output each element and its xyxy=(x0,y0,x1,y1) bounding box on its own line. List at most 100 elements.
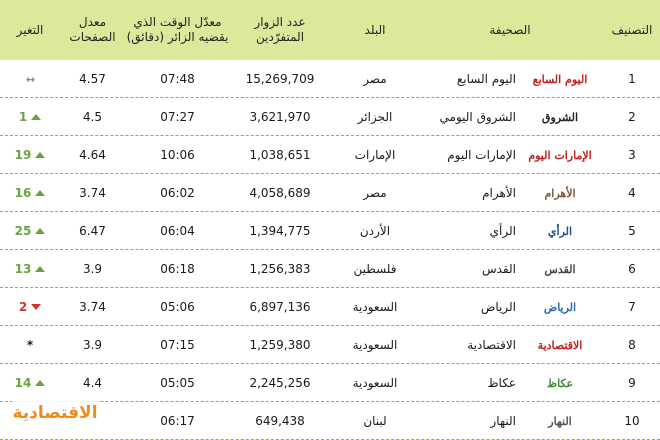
paper-name-cell: الاقتصادية xyxy=(467,338,516,352)
rank-cell: 4 xyxy=(628,186,636,200)
paper-name-cell: اليوم السابع xyxy=(456,72,516,86)
time-cell: 07:15 xyxy=(160,338,195,352)
change-indicator: 2 xyxy=(18,300,42,314)
country-cell: السعودية xyxy=(352,300,398,314)
change-cell: 1 xyxy=(0,98,60,136)
paper-name-cell: الأهرام xyxy=(482,186,516,200)
rank-cell: 3 xyxy=(628,148,636,162)
brand-logo: الاقتصادية xyxy=(12,396,98,430)
rank-cell: 2 xyxy=(628,110,636,124)
header-change: التغير xyxy=(16,22,44,37)
visitors-cell: 1,394,775 xyxy=(249,224,311,238)
arrow-up-icon xyxy=(35,228,46,234)
visitors-cell: 15,269,709 xyxy=(245,72,315,86)
change-cell: 25 xyxy=(0,212,60,250)
visitors-cell: 3,621,970 xyxy=(249,110,311,124)
change-indicator: 19 xyxy=(15,148,46,162)
newspaper-logo-text: عكاظ xyxy=(546,376,574,390)
country-cell: فلسطين xyxy=(353,262,397,276)
table-header: التصنيف الصحيفة البلد عدد الزوار المتفرّ… xyxy=(0,0,660,60)
visitors-cell: 1,038,651 xyxy=(249,148,311,162)
newspaper-logo: الاقتصادية xyxy=(520,326,600,364)
table-row: 5 الرأي الرأي الأردن 1,394,775 06:04 6.47 25 xyxy=(0,212,660,250)
paper-name-cell: القدس xyxy=(481,262,516,276)
time-cell: 06:18 xyxy=(160,262,195,276)
arrow-up-icon xyxy=(31,114,42,120)
header-rank: التصنيف xyxy=(611,22,653,37)
newspaper-logo: الرأي xyxy=(520,212,600,250)
header-visitors: عدد الزوار المتفرّدين xyxy=(254,15,306,44)
change-cell: 2 xyxy=(0,288,60,326)
paper-name-cell: النهار xyxy=(490,414,516,428)
pages-cell: 3.74 xyxy=(79,186,106,200)
arrow-up-icon xyxy=(35,152,46,158)
change-value: 13 xyxy=(14,262,32,276)
country-cell: السعودية xyxy=(352,376,398,390)
rank-cell: 9 xyxy=(628,376,636,390)
newspaper-logo: عكاظ xyxy=(520,364,600,402)
header-paper: الصحيفة xyxy=(489,22,531,37)
change-value: 2 xyxy=(18,300,28,314)
time-cell: 05:05 xyxy=(160,376,195,390)
visitors-cell: 1,256,383 xyxy=(249,262,311,276)
pages-cell: 4.64 xyxy=(79,148,106,162)
rank-cell: 5 xyxy=(628,224,636,238)
rank-cell: 8 xyxy=(628,338,636,352)
no-change-icon: ↔ xyxy=(25,72,35,86)
rank-cell: 7 xyxy=(628,300,636,314)
change-cell: 13 xyxy=(0,250,60,288)
table-row: 4 الأهرام الأهرام مصر 4,058,689 06:02 3.74 16 xyxy=(0,174,660,212)
newspaper-logo-text: الاقتصادية xyxy=(537,338,583,352)
newspaper-logo-text: القدس xyxy=(544,262,576,276)
change-cell: ↔ xyxy=(0,60,60,98)
visitors-cell: 1,259,380 xyxy=(249,338,311,352)
country-cell: الإمارات xyxy=(354,148,396,162)
rank-cell: 6 xyxy=(628,262,636,276)
table-row: 3 الإمارات اليوم الإمارات اليوم الإمارات 1,0… xyxy=(0,136,660,174)
newspaper-logo: الرياض xyxy=(520,288,600,326)
paper-name-cell: الإمارات اليوم xyxy=(447,148,516,162)
arrow-up-icon xyxy=(35,380,46,386)
visitors-cell: 4,058,689 xyxy=(249,186,311,200)
change-value: 14 xyxy=(14,376,32,390)
pages-cell: 3.74 xyxy=(79,300,106,314)
newspaper-logo: الشروق xyxy=(520,98,600,136)
change-indicator: 14 xyxy=(15,376,46,390)
country-cell: الأردن xyxy=(359,224,391,238)
table-row: 7 الرياض الرياض السعودية 6,897,136 05:06 3.74 2 xyxy=(0,288,660,326)
paper-name-cell: الرأي xyxy=(489,224,516,238)
header-country: البلد xyxy=(364,22,386,37)
newspaper-logo: اليوم السابع xyxy=(520,60,600,98)
newspaper-logo-text: الإمارات اليوم xyxy=(528,148,592,162)
change-value: 1 xyxy=(18,110,28,124)
time-cell: 10:06 xyxy=(160,148,195,162)
table-row: 10 النهار النهار لبنان 649,438 06:17 xyxy=(0,402,660,440)
pages-cell: 6.47 xyxy=(79,224,106,238)
rank-cell: 10 xyxy=(624,414,640,428)
arrow-up-icon xyxy=(35,190,46,196)
table-row: 1 اليوم السابع اليوم السابع مصر 15,269,709 07… xyxy=(0,60,660,98)
change-indicator: ↔ xyxy=(25,72,35,86)
change-indicator: 25 xyxy=(15,224,46,238)
country-cell: مصر xyxy=(363,186,387,200)
change-indicator: * xyxy=(27,338,33,352)
change-cell: 16 xyxy=(0,174,60,212)
change-cell: * xyxy=(0,326,60,364)
visitors-cell: 2,245,256 xyxy=(249,376,311,390)
time-cell: 07:48 xyxy=(160,72,195,86)
newspaper-logo-text: الرياض xyxy=(543,300,577,314)
pages-cell: 4.5 xyxy=(82,110,103,124)
newspaper-logo-text: اليوم السابع xyxy=(532,72,588,86)
newspaper-logo-text: الرأي xyxy=(547,224,573,238)
newspaper-logo: الإمارات اليوم xyxy=(520,136,600,174)
new-entry-icon: * xyxy=(26,338,34,352)
change-indicator: 1 xyxy=(18,110,42,124)
newspaper-logo: الأهرام xyxy=(520,174,600,212)
pages-cell: 4.57 xyxy=(79,72,106,86)
newspaper-logo: النهار xyxy=(520,402,600,440)
country-cell: مصر xyxy=(363,72,387,86)
newspaper-logo-text: الشروق xyxy=(541,110,579,124)
paper-name-cell: الرياض xyxy=(480,300,516,314)
header-pages: معدل الصفحات xyxy=(69,15,116,44)
